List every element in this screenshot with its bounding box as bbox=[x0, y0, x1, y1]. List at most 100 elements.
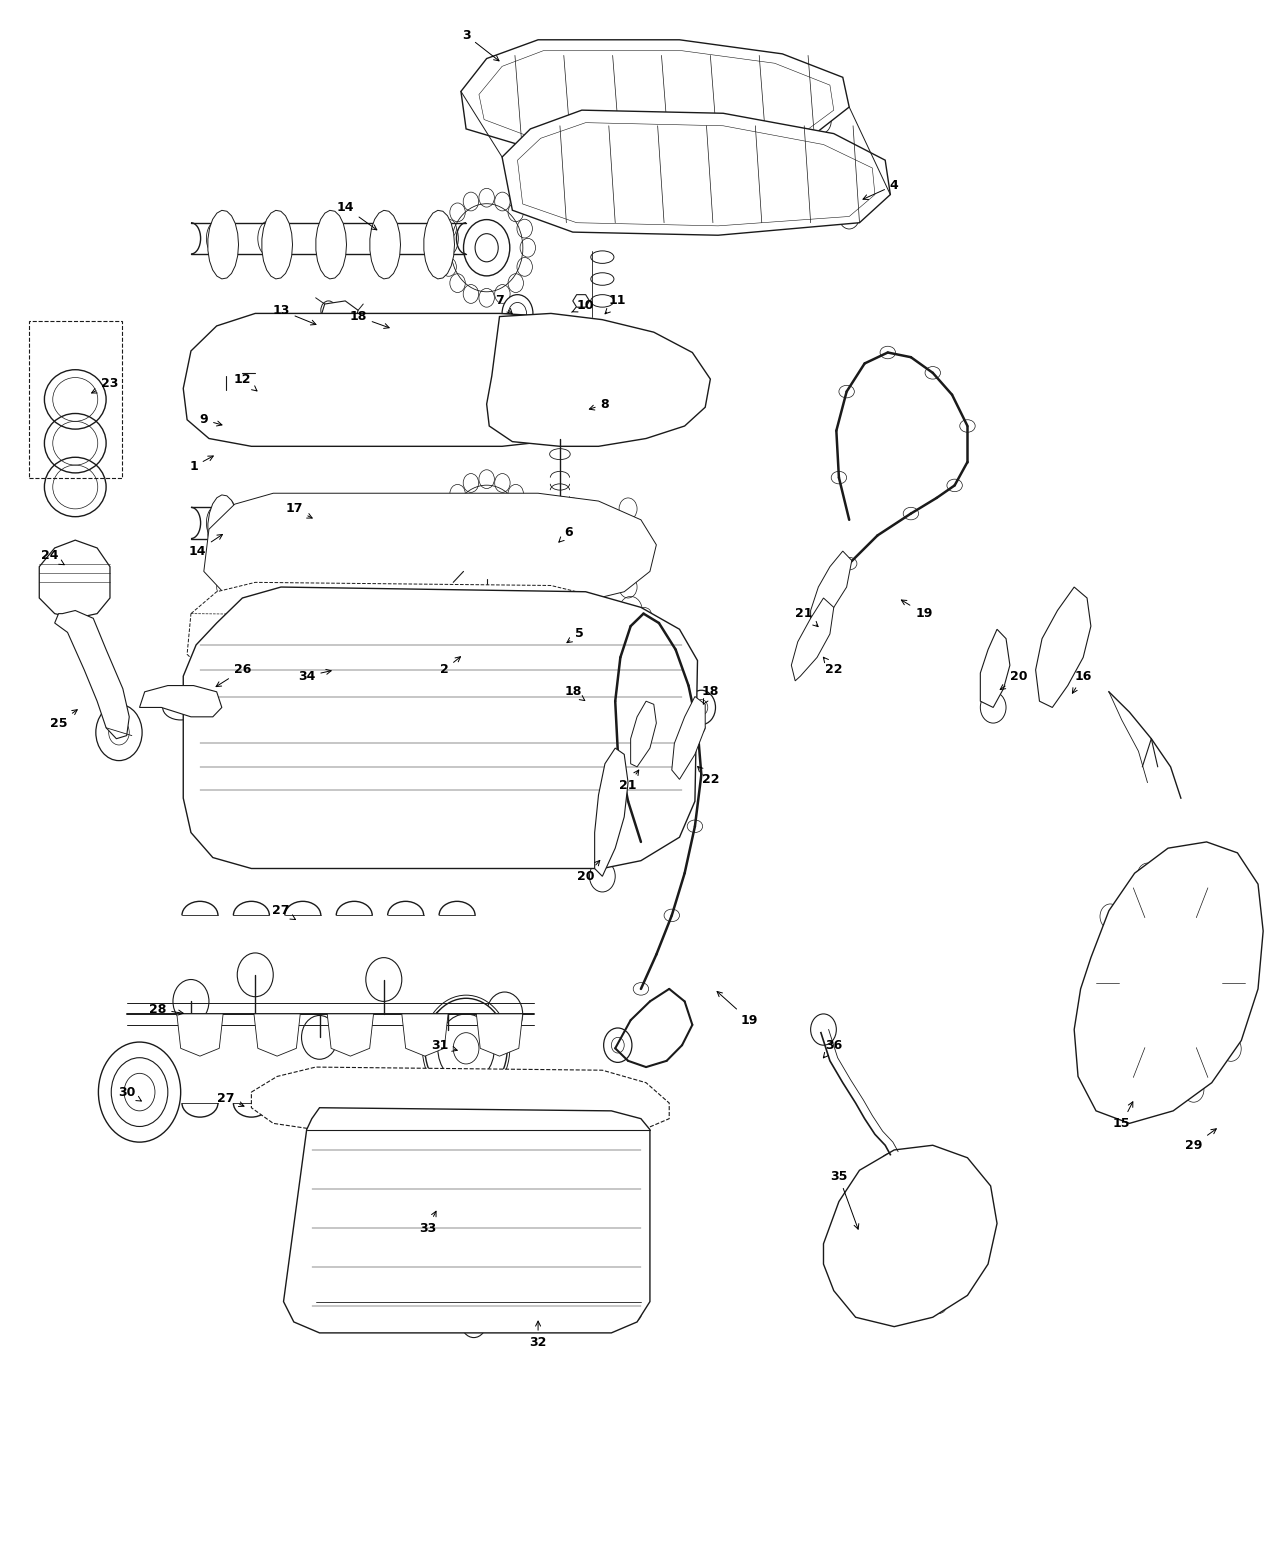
Polygon shape bbox=[183, 587, 698, 869]
Text: 12: 12 bbox=[234, 372, 257, 391]
Circle shape bbox=[1183, 1077, 1203, 1102]
Circle shape bbox=[508, 203, 524, 222]
Polygon shape bbox=[423, 210, 454, 279]
Polygon shape bbox=[40, 540, 109, 618]
Ellipse shape bbox=[636, 607, 651, 620]
Text: 13: 13 bbox=[273, 304, 315, 326]
Ellipse shape bbox=[839, 385, 855, 398]
Ellipse shape bbox=[664, 909, 680, 922]
Text: 29: 29 bbox=[1185, 1128, 1216, 1152]
Circle shape bbox=[870, 1164, 885, 1183]
Circle shape bbox=[463, 192, 479, 211]
Polygon shape bbox=[1036, 587, 1091, 707]
Circle shape bbox=[520, 238, 535, 257]
Text: 18: 18 bbox=[701, 685, 719, 704]
Polygon shape bbox=[315, 495, 346, 563]
Polygon shape bbox=[183, 313, 646, 446]
Polygon shape bbox=[423, 495, 454, 563]
Ellipse shape bbox=[633, 836, 649, 848]
Text: 28: 28 bbox=[149, 1003, 183, 1016]
Circle shape bbox=[963, 1230, 978, 1249]
Ellipse shape bbox=[842, 557, 857, 570]
Circle shape bbox=[520, 520, 535, 538]
Polygon shape bbox=[824, 1146, 997, 1327]
Polygon shape bbox=[327, 1014, 373, 1056]
Polygon shape bbox=[369, 210, 400, 279]
Polygon shape bbox=[187, 582, 644, 689]
Circle shape bbox=[479, 570, 494, 588]
Polygon shape bbox=[486, 313, 710, 446]
Text: 24: 24 bbox=[41, 549, 64, 565]
Circle shape bbox=[1183, 862, 1203, 887]
Polygon shape bbox=[672, 696, 705, 779]
Text: 22: 22 bbox=[824, 657, 843, 676]
Text: 19: 19 bbox=[901, 599, 933, 620]
Circle shape bbox=[508, 274, 524, 293]
Text: 3: 3 bbox=[462, 28, 499, 61]
Circle shape bbox=[366, 958, 402, 1002]
Polygon shape bbox=[254, 1014, 300, 1056]
Text: 26: 26 bbox=[216, 664, 251, 687]
Text: 14: 14 bbox=[336, 200, 377, 230]
Circle shape bbox=[425, 998, 507, 1099]
Circle shape bbox=[502, 294, 533, 332]
Circle shape bbox=[441, 538, 457, 557]
Text: 11: 11 bbox=[605, 294, 627, 315]
Text: 20: 20 bbox=[1000, 670, 1027, 690]
Text: 36: 36 bbox=[824, 1039, 843, 1058]
Polygon shape bbox=[573, 294, 589, 307]
Text: 22: 22 bbox=[698, 767, 719, 786]
Circle shape bbox=[237, 953, 273, 997]
Ellipse shape bbox=[831, 471, 847, 484]
Ellipse shape bbox=[960, 419, 976, 432]
Polygon shape bbox=[631, 701, 656, 767]
Polygon shape bbox=[595, 748, 628, 876]
Circle shape bbox=[517, 219, 533, 238]
Circle shape bbox=[479, 288, 494, 307]
Text: 19: 19 bbox=[717, 992, 758, 1027]
Text: 21: 21 bbox=[619, 770, 638, 792]
Text: 32: 32 bbox=[529, 1321, 547, 1349]
Polygon shape bbox=[251, 1067, 669, 1130]
Circle shape bbox=[1122, 923, 1220, 1042]
Circle shape bbox=[494, 474, 510, 493]
Text: 7: 7 bbox=[495, 294, 512, 315]
Text: 25: 25 bbox=[50, 709, 77, 729]
Circle shape bbox=[695, 700, 708, 715]
Circle shape bbox=[438, 238, 453, 257]
Circle shape bbox=[1100, 905, 1121, 930]
Circle shape bbox=[611, 1038, 624, 1053]
Text: 20: 20 bbox=[577, 861, 600, 883]
Text: 18: 18 bbox=[564, 685, 584, 701]
Circle shape bbox=[441, 258, 457, 277]
Circle shape bbox=[1236, 970, 1255, 995]
Circle shape bbox=[1220, 905, 1241, 930]
Text: 35: 35 bbox=[830, 1171, 858, 1229]
Polygon shape bbox=[261, 210, 292, 279]
Circle shape bbox=[508, 485, 524, 504]
Circle shape bbox=[870, 1294, 885, 1313]
Circle shape bbox=[1138, 1077, 1158, 1102]
Polygon shape bbox=[208, 495, 238, 563]
Polygon shape bbox=[315, 210, 346, 279]
Circle shape bbox=[172, 980, 208, 1024]
Text: 33: 33 bbox=[418, 1211, 436, 1235]
Ellipse shape bbox=[925, 366, 941, 379]
Text: 8: 8 bbox=[589, 398, 609, 410]
Polygon shape bbox=[502, 110, 891, 235]
Polygon shape bbox=[461, 39, 849, 150]
Text: 21: 21 bbox=[795, 607, 819, 626]
Circle shape bbox=[486, 992, 523, 1036]
Polygon shape bbox=[208, 210, 238, 279]
Circle shape bbox=[517, 538, 533, 557]
Circle shape bbox=[981, 692, 1006, 723]
Polygon shape bbox=[811, 551, 852, 629]
Circle shape bbox=[687, 690, 716, 725]
Polygon shape bbox=[283, 1108, 650, 1333]
Polygon shape bbox=[402, 1014, 448, 1056]
Text: 4: 4 bbox=[864, 178, 898, 199]
Ellipse shape bbox=[613, 651, 628, 664]
Circle shape bbox=[589, 861, 615, 892]
Polygon shape bbox=[176, 1014, 223, 1056]
Polygon shape bbox=[319, 300, 358, 329]
